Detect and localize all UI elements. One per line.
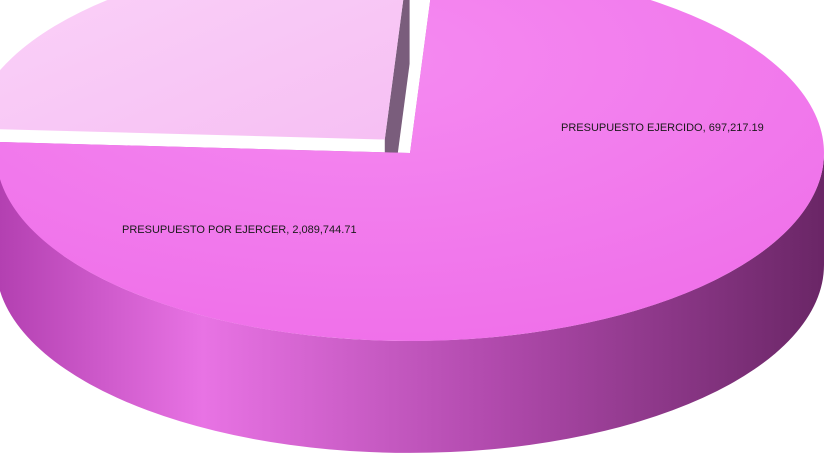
- slice-label-presupuesto-ejercido: PRESUPUESTO EJERCIDO, 697,217.19: [561, 122, 764, 134]
- slice-presupuesto-ejercido: [0, 0, 404, 140]
- slice-side-presupuesto-por-ejercer: [0, 153, 824, 453]
- slice-label-presupuesto-por-ejercer: PRESUPUESTO POR EJERCER, 2,089,744.71: [122, 224, 357, 236]
- slice-presupuesto-por-ejercer: [0, 0, 824, 341]
